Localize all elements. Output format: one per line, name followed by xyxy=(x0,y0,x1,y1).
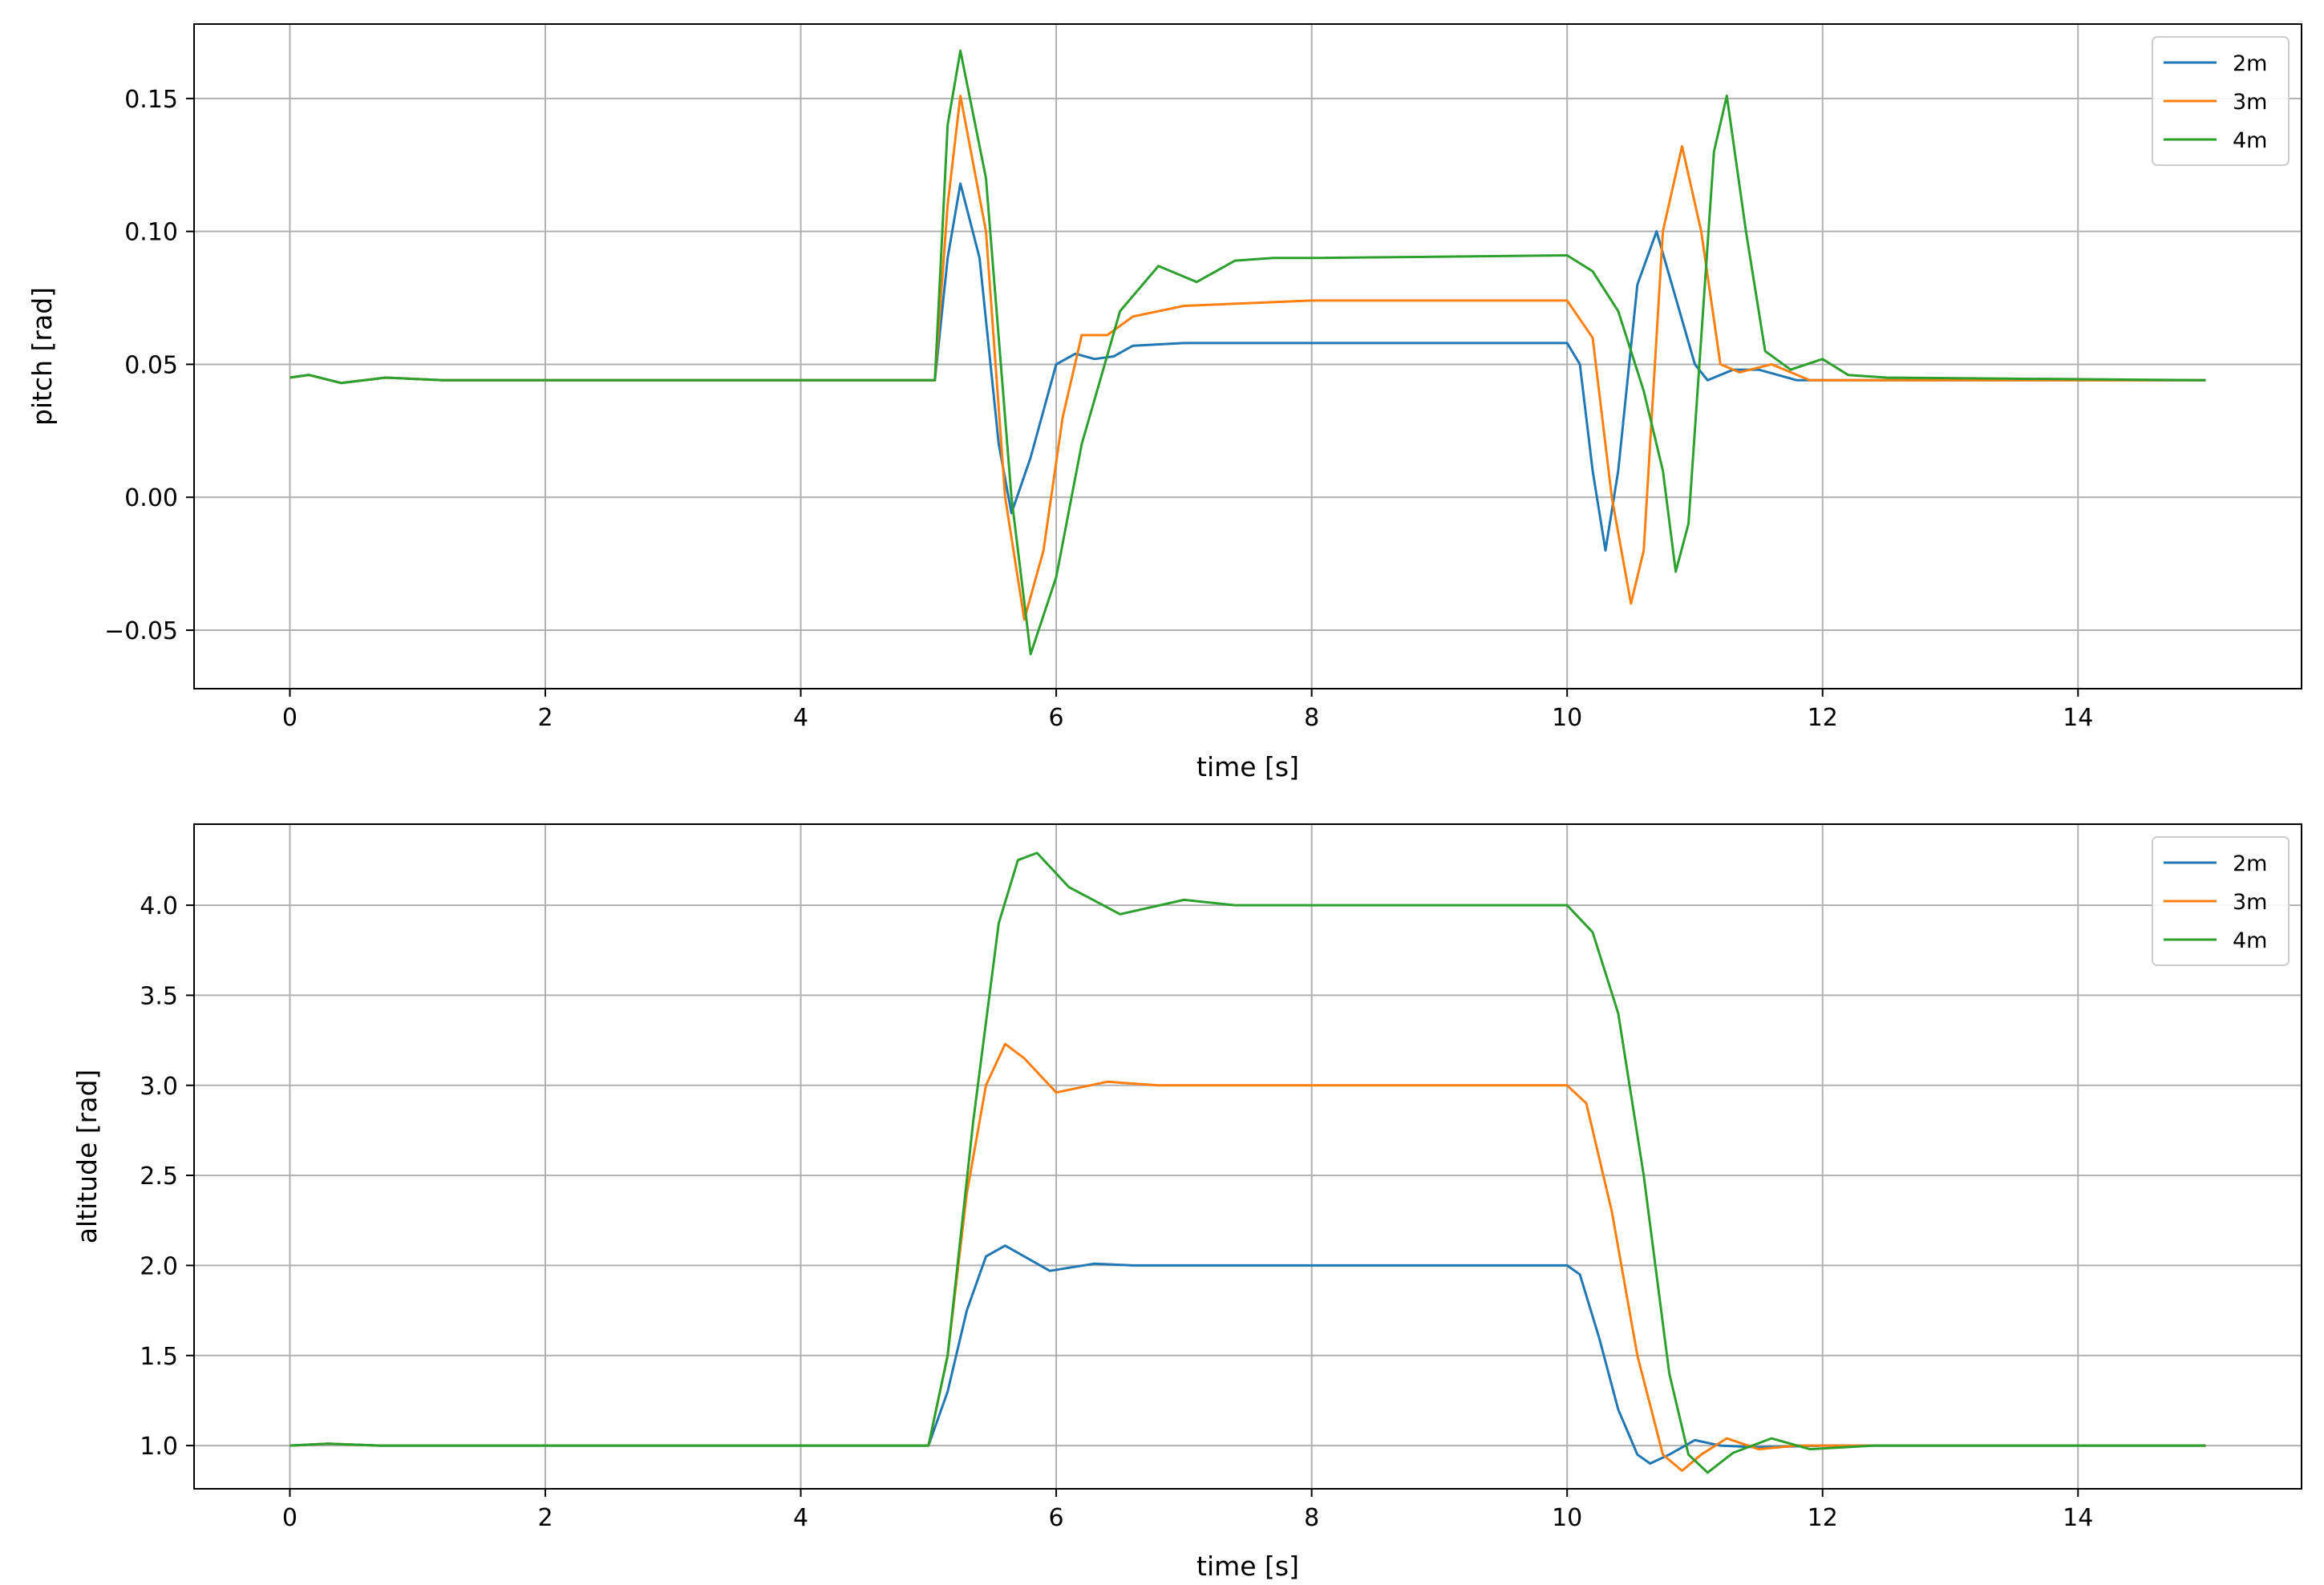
x-axis-label: time [s] xyxy=(1196,1551,1299,1582)
y-tick-label: 3.5 xyxy=(140,982,178,1010)
x-tick-label: 2 xyxy=(537,1504,553,1532)
series-line-2m xyxy=(289,1244,2206,1465)
y-tick-label: −0.05 xyxy=(104,617,178,645)
series-line-3m xyxy=(289,95,2206,621)
x-tick-label: 0 xyxy=(282,704,298,732)
legend-label: 2m xyxy=(2233,851,2267,876)
y-tick-label: 2.0 xyxy=(140,1252,178,1280)
legend: 2m 3m 4m xyxy=(2152,836,2290,966)
series-line-3m xyxy=(289,1042,2206,1472)
legend-label: 2m xyxy=(2233,51,2267,76)
x-tick-label: 4 xyxy=(793,1504,808,1532)
x-axis-label: time [s] xyxy=(1196,751,1299,782)
legend: 2m 3m 4m xyxy=(2152,36,2290,166)
legend-box xyxy=(2152,836,2290,966)
x-tick-label: 10 xyxy=(1552,704,1582,732)
y-axis-label: pitch [rad] xyxy=(26,287,58,426)
series-line-4m xyxy=(289,851,2206,1474)
y-tick-label: 0.05 xyxy=(124,351,178,379)
x-tick-label: 4 xyxy=(793,704,808,732)
x-tick-label: 2 xyxy=(537,704,553,732)
x-tick-label: 14 xyxy=(2063,704,2093,732)
y-tick-label: 4.0 xyxy=(140,892,178,920)
axes-frame xyxy=(193,823,2302,1490)
chart-panel-1: 0 2 4 6 8 10 12 14 −0.05 0.00 0.05 0.10 0.15 time [s]… xyxy=(26,23,2302,782)
x-tick-label: 12 xyxy=(1808,1504,1838,1532)
chart-panel-2: 0 2 4 6 8 10 12 14 1.0 1.5 2.0 2.5 3.0 3.5 4.0 time [s]… xyxy=(71,823,2302,1582)
y-tick-label: 0.10 xyxy=(124,219,178,247)
legend-label: 4m xyxy=(2233,928,2267,953)
y-axis-label: altitude [rad] xyxy=(71,1069,103,1244)
x-tick-label: 8 xyxy=(1304,704,1319,732)
x-tick-label: 6 xyxy=(1049,704,1064,732)
x-tick-label: 12 xyxy=(1808,704,1838,732)
y-tick-label: 1.5 xyxy=(140,1343,178,1371)
series-line-4m xyxy=(289,49,2206,656)
x-tick-label: 6 xyxy=(1049,1504,1064,1532)
y-tick-label: 1.0 xyxy=(140,1433,178,1461)
x-tick-label: 10 xyxy=(1552,1504,1582,1532)
legend-label: 4m xyxy=(2233,128,2267,153)
series-line-2m xyxy=(289,182,2206,552)
x-tick-label: 14 xyxy=(2063,1504,2093,1532)
y-tick-label: 0.15 xyxy=(124,86,178,114)
y-tick-label: 0.00 xyxy=(124,484,178,512)
y-tick-label: 3.0 xyxy=(140,1073,178,1101)
y-tick-label: 2.5 xyxy=(140,1162,178,1191)
legend-label: 3m xyxy=(2233,90,2267,115)
x-tick-label: 0 xyxy=(282,1504,298,1532)
axes-frame xyxy=(193,23,2302,689)
legend-box xyxy=(2152,36,2290,166)
x-tick-label: 8 xyxy=(1304,1504,1319,1532)
legend-label: 3m xyxy=(2233,890,2267,915)
